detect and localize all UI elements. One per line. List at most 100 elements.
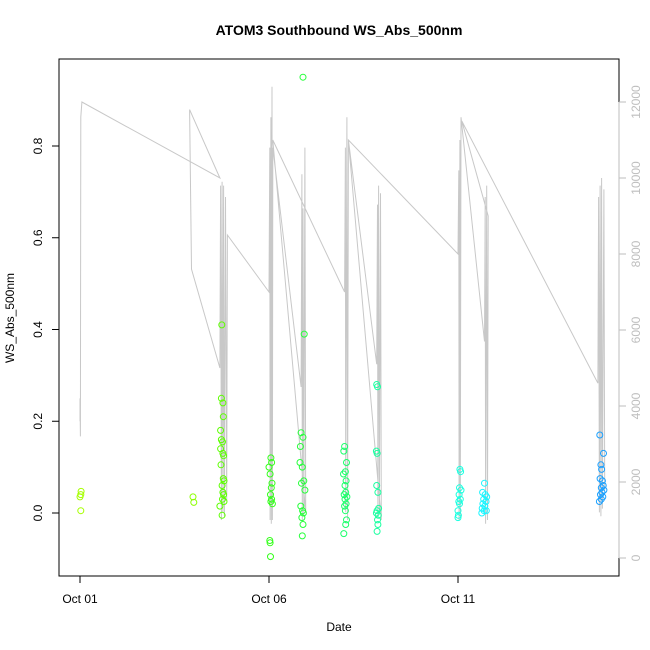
data-point — [341, 502, 349, 510]
x-tick-label: Oct 01 — [62, 592, 98, 606]
data-point — [219, 399, 227, 407]
data-point — [217, 394, 225, 402]
data-point — [341, 507, 349, 515]
data-point — [77, 507, 85, 515]
data-point — [342, 521, 350, 528]
data-point — [218, 482, 226, 489]
y2-tick-label: 0 — [629, 554, 643, 561]
data-point — [342, 477, 350, 485]
data-point — [268, 459, 276, 466]
altitude-line — [79, 86, 606, 524]
data-point — [343, 459, 350, 466]
data-point — [341, 468, 349, 476]
data-point — [299, 521, 307, 528]
y-tick-label: 0.4 — [31, 321, 45, 338]
data-point — [454, 507, 462, 515]
data-point — [480, 507, 488, 515]
x-axis-label: Date — [326, 620, 352, 634]
data-point — [297, 429, 305, 437]
y-tick-label: 0.6 — [31, 229, 45, 246]
y2-tick-label: 8000 — [629, 240, 643, 267]
data-point — [373, 449, 381, 457]
chart-title: ATOM3 Southbound WS_Abs_500nm — [216, 22, 463, 38]
data-point — [217, 461, 225, 469]
data-point — [597, 495, 605, 503]
data-point — [457, 468, 465, 476]
data-point — [296, 443, 304, 450]
data-point — [220, 491, 228, 499]
data-point — [341, 443, 349, 450]
data-point — [374, 521, 382, 528]
data-point — [374, 511, 382, 519]
data-point — [267, 491, 274, 499]
data-point — [219, 438, 226, 446]
data-point — [374, 383, 381, 391]
data-point — [218, 511, 226, 519]
data-point — [479, 500, 487, 508]
data-point — [298, 532, 306, 540]
data-point — [480, 495, 488, 503]
data-point — [456, 500, 463, 508]
data-point — [340, 530, 348, 538]
y-tick-label: 0.0 — [31, 504, 45, 521]
data-point — [268, 500, 276, 508]
data-point — [300, 477, 308, 485]
data-point — [596, 431, 604, 439]
data-point — [268, 479, 276, 487]
data-point — [299, 73, 307, 81]
data-point — [599, 482, 607, 489]
data-point — [77, 491, 85, 499]
data-point — [341, 482, 349, 489]
data-point — [218, 321, 226, 329]
data-point — [216, 502, 224, 510]
data-point — [454, 514, 462, 522]
data-point — [340, 470, 347, 478]
plot-frame — [58, 58, 620, 577]
data-point — [374, 516, 381, 524]
data-point — [77, 487, 85, 495]
data-point — [457, 486, 465, 494]
data-point — [478, 509, 486, 517]
data-point — [217, 426, 225, 434]
data-point — [267, 484, 275, 492]
y-axis: 0.0 0.2 0.4 0.6 0.8 — [31, 137, 60, 521]
data-point — [481, 479, 488, 487]
points-layer — [76, 73, 608, 561]
data-point — [298, 479, 305, 487]
data-point — [220, 498, 228, 505]
x-tick-label: Oct 06 — [251, 592, 287, 606]
data-point — [374, 488, 382, 496]
data-point — [266, 537, 274, 544]
y2-tick-label: 4000 — [629, 392, 643, 419]
data-point — [372, 509, 380, 517]
data-point — [373, 482, 381, 489]
data-point — [299, 509, 307, 517]
data-point — [595, 498, 603, 505]
data-point — [455, 491, 463, 499]
data-point — [298, 463, 306, 471]
data-point — [300, 330, 308, 338]
data-point — [220, 477, 228, 485]
data-point — [600, 449, 607, 457]
data-point — [598, 465, 606, 473]
y2-axis: 0 2000 4000 6000 8000 10000 12000 — [618, 85, 643, 561]
x-tick-label: Oct 11 — [441, 592, 476, 606]
data-point — [597, 461, 605, 469]
data-point — [190, 498, 198, 506]
data-point — [298, 514, 306, 522]
data-point — [343, 493, 351, 501]
y-tick-label: 0.8 — [31, 137, 45, 154]
data-point — [341, 495, 349, 503]
data-point — [266, 539, 274, 547]
data-point — [596, 475, 604, 483]
y2-tick-label: 2000 — [629, 468, 643, 495]
data-point — [478, 504, 486, 512]
altitude-line-layer — [79, 86, 606, 524]
data-point — [267, 553, 274, 561]
data-point — [219, 413, 227, 421]
data-point — [373, 527, 381, 535]
data-point — [299, 433, 307, 441]
data-point — [301, 486, 309, 494]
data-point — [340, 447, 348, 455]
